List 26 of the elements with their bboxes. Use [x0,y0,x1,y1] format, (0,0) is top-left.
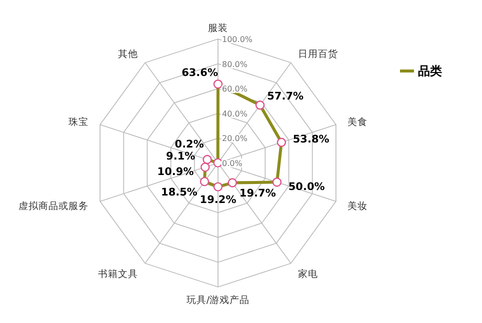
y-tick-label: 40.0% [222,109,248,118]
spoke-label: 日用百货 [298,48,338,60]
spoke-label: 美食 [347,116,368,128]
data-label: 53.8% [292,134,330,146]
data-label: 10.9% [157,166,194,178]
legend-label: 品类 [418,64,442,78]
spoke-label: 家电 [298,268,318,280]
y-tick-label: 100.0% [222,35,253,44]
data-label: 19.7% [239,187,276,200]
data-label: 63.6% [182,67,218,80]
data-label: 19.2% [200,194,237,206]
spoke-label: 服装 [208,22,228,34]
spoke-label: 虚拟商品或服务 [18,200,89,212]
data-label: 50.0% [288,180,326,193]
spoke-label: 书籍文具 [98,268,138,280]
spoke-label: 其他 [118,48,138,60]
spoke-label: 珠宝 [68,116,89,128]
data-label: 0.2% [174,138,204,151]
y-tick-label: 80.0% [222,60,248,69]
spoke-label: 玩具/游戏产品 [186,294,250,306]
y-tick-label: 20.0% [222,134,248,144]
data-label: 18.5% [161,186,198,198]
data-label: 9.1% [166,150,196,163]
spoke-label: 美妆 [347,200,368,212]
data-label: 57.7% [267,90,304,102]
y-tick-label: 0.0% [222,159,243,168]
